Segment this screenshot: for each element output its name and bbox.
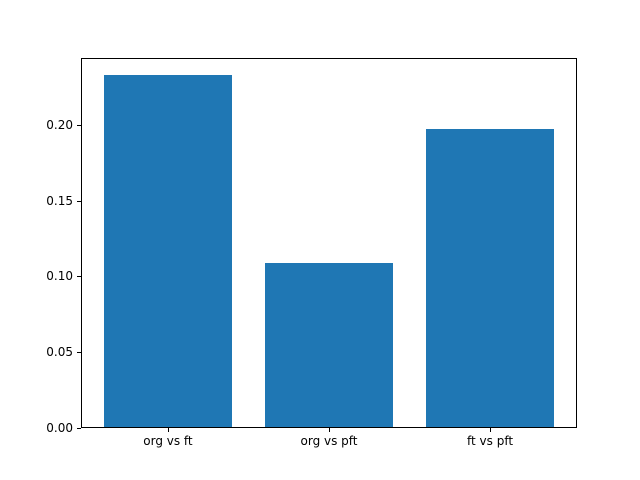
bar-org-vs-pft bbox=[264, 262, 394, 428]
y-axis-tick bbox=[77, 352, 81, 354]
x-axis-tick-label: ft vs pft bbox=[467, 434, 514, 448]
x-axis-tick bbox=[490, 428, 492, 432]
x-axis-tick bbox=[167, 428, 169, 432]
bar-org-vs-ft bbox=[103, 74, 233, 428]
x-axis-tick-label: org vs ft bbox=[143, 434, 193, 448]
y-axis-tick-label: 0.20 bbox=[46, 117, 73, 132]
y-axis-tick-label: 0.15 bbox=[46, 193, 73, 208]
x-axis-tick-label: org vs pft bbox=[300, 434, 358, 448]
y-axis-tick bbox=[77, 428, 81, 429]
y-axis-tick bbox=[77, 276, 81, 278]
y-axis-tick bbox=[77, 124, 81, 126]
y-axis-tick-label: 0.05 bbox=[46, 345, 73, 360]
bar-ft-vs-pft bbox=[425, 129, 555, 428]
y-axis-tick bbox=[77, 200, 81, 202]
x-axis-tick bbox=[329, 428, 330, 432]
y-axis-tick-label: 0.10 bbox=[46, 269, 73, 284]
y-axis-tick-label: 0.00 bbox=[46, 421, 73, 435]
